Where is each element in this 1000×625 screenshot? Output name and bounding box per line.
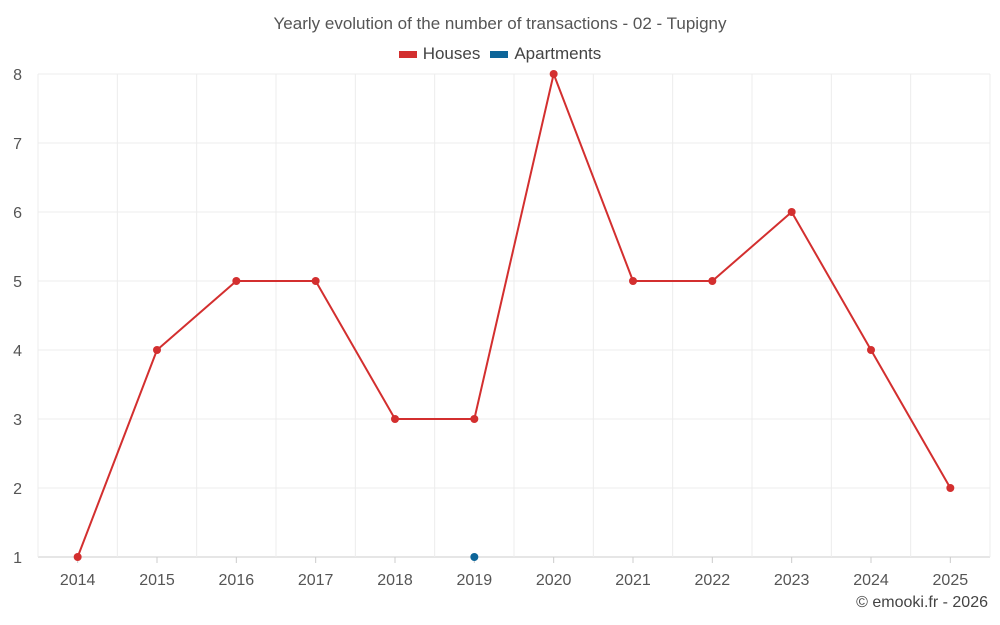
x-tick-label-2024: 2024 <box>853 572 889 589</box>
point-houses-2025 <box>946 484 955 492</box>
point-houses-2020 <box>549 70 558 78</box>
point-houses-2019 <box>470 415 479 423</box>
point-houses-2022 <box>708 277 717 285</box>
point-houses-2016 <box>232 277 241 285</box>
y-tick-label-2: 2 <box>13 481 22 498</box>
legend-item-houses[interactable]: Houses <box>398 44 481 64</box>
y-tick-label-1: 1 <box>13 550 22 567</box>
x-tick-label-2022: 2022 <box>695 572 731 589</box>
point-houses-2018 <box>391 415 399 423</box>
point-houses-2021 <box>629 277 637 285</box>
point-houses-2017 <box>311 277 320 285</box>
credit-text: © emooki.fr - 2026 <box>856 594 988 611</box>
legend-item-apartments[interactable]: Apartments <box>490 44 601 64</box>
legend-swatch-houses <box>398 50 417 58</box>
x-tick-label-2017: 2017 <box>298 572 334 589</box>
y-tick-label-3: 3 <box>13 412 22 429</box>
x-tick-label-2015: 2015 <box>139 572 175 589</box>
chart-title: Yearly evolution of the number of transa… <box>273 14 727 33</box>
point-houses-2023 <box>787 208 796 216</box>
legend-label-apartments: Apartments <box>514 44 602 63</box>
point-houses-2014 <box>73 553 82 561</box>
y-tick-label-6: 6 <box>13 205 22 222</box>
x-tick-label-2014: 2014 <box>60 572 96 589</box>
x-tick-label-2018: 2018 <box>377 572 413 589</box>
legend-label-houses: Houses <box>422 44 481 63</box>
y-tick-label-7: 7 <box>13 136 22 153</box>
x-tick-label-2021: 2021 <box>615 572 651 589</box>
x-tick-label-2020: 2020 <box>536 572 572 589</box>
x-tick-label-2016: 2016 <box>219 572 255 589</box>
y-tick-label-8: 8 <box>13 67 22 84</box>
point-houses-2024 <box>867 346 875 354</box>
x-tick-label-2023: 2023 <box>774 572 810 589</box>
y-tick-label-4: 4 <box>13 343 22 360</box>
x-tick-label-2025: 2025 <box>933 572 969 589</box>
legend-swatch-apartments <box>490 50 509 58</box>
point-houses-2015 <box>153 346 161 354</box>
series-line-houses <box>76 73 952 558</box>
x-tick-label-2019: 2019 <box>457 572 493 589</box>
y-tick-label-5: 5 <box>13 274 22 291</box>
legend: Houses Apartments <box>0 44 1000 64</box>
point-apartments-2019 <box>470 553 479 561</box>
